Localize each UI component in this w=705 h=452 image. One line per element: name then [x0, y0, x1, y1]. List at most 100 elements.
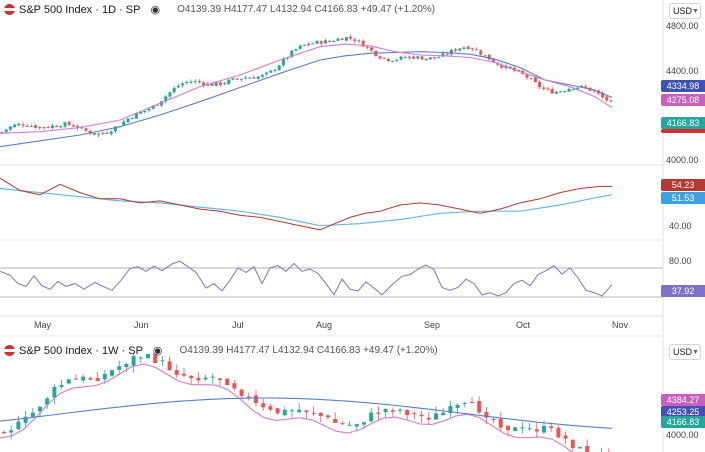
candle-body	[223, 83, 227, 85]
oscillator-blue-line	[0, 187, 613, 227]
candle-body	[17, 123, 21, 126]
candle-body	[143, 110, 147, 113]
candle-body	[479, 50, 483, 55]
candle-body	[454, 49, 458, 51]
candle-body	[239, 78, 243, 80]
candle-body	[333, 418, 338, 424]
y-tick-label: 80.00	[669, 256, 692, 266]
candle-body	[235, 78, 239, 80]
candle-body	[298, 45, 302, 49]
candle-body	[605, 96, 609, 101]
candle-body	[281, 58, 285, 66]
candle-body	[340, 423, 345, 425]
candle-body	[277, 65, 281, 71]
candle-body	[455, 404, 460, 408]
candle-body	[265, 72, 269, 75]
candle-body	[563, 91, 567, 93]
candle-body	[63, 122, 67, 127]
candle-body	[13, 124, 17, 128]
candle-body	[347, 424, 352, 426]
candle-body	[176, 85, 180, 88]
candle-body	[369, 412, 374, 422]
candle-body	[533, 77, 537, 83]
eye-icon[interactable]: ◉	[150, 4, 162, 16]
candle-body	[378, 56, 382, 59]
candle-body	[23, 416, 28, 423]
candle-body	[248, 77, 252, 79]
close-value: C4166.83	[314, 4, 358, 15]
candle-body	[290, 410, 294, 412]
candle-body	[445, 53, 449, 55]
symbol-title: S&P 500 Index · 1W · SP	[19, 344, 143, 357]
candle-body	[189, 375, 194, 379]
candle-body	[275, 408, 280, 414]
candle-body	[362, 422, 366, 425]
candle-body	[434, 413, 438, 420]
candle-body	[97, 133, 101, 135]
weekly-last-label: 4166.83	[661, 416, 705, 428]
candle-body	[517, 69, 521, 71]
candle-body	[193, 81, 197, 83]
candle-body	[174, 370, 179, 375]
candle-body	[466, 46, 470, 50]
currency-select[interactable]: USD ▼	[669, 344, 701, 360]
currency-select[interactable]: USD ▼	[669, 3, 701, 19]
indicator-controls[interactable]: ◉	[150, 3, 161, 16]
y-tick-label: 4400.00	[666, 66, 699, 76]
candle-body	[487, 54, 491, 60]
candle-body	[546, 88, 550, 90]
candle-body	[311, 413, 316, 415]
candle-body	[398, 409, 402, 411]
candle-body	[506, 425, 510, 431]
candle-body	[160, 360, 165, 362]
candle-body	[382, 57, 386, 59]
candle-body	[529, 78, 533, 80]
price-label-marker	[661, 129, 705, 133]
candle-body	[538, 81, 542, 88]
oscillator-red-line	[0, 177, 612, 231]
change-value: +49.47 (+1.20%)	[363, 345, 438, 356]
candle-body	[475, 49, 479, 51]
candle-body	[210, 376, 215, 378]
candle-body	[168, 92, 172, 97]
high-value: H4177.47	[226, 345, 270, 356]
candle-body	[357, 40, 361, 42]
candle-body	[160, 101, 164, 106]
candle-body	[458, 48, 462, 51]
candle-body	[584, 86, 588, 88]
x-tick-label: Jul	[232, 320, 244, 330]
candle-body	[254, 395, 258, 404]
candle-body	[405, 410, 410, 416]
candle-body	[66, 379, 71, 384]
weekly-ma-slow-line	[0, 397, 613, 429]
candle-body	[550, 88, 554, 94]
candle-body	[556, 427, 561, 438]
candle-body	[390, 410, 395, 412]
candle-body	[340, 38, 344, 41]
candle-body	[84, 128, 88, 131]
candle-body	[323, 40, 327, 44]
candle-body	[117, 366, 122, 370]
eye-icon[interactable]: ◉	[152, 345, 164, 357]
candle-body	[420, 56, 424, 60]
ohlc-readout: O4139.39 H4177.47 L4132.94 C4166.83 +49.…	[180, 345, 438, 356]
x-tick-label: May	[34, 320, 52, 330]
candle-body	[8, 126, 12, 130]
low-value: L4132.94	[272, 345, 315, 356]
candle-body	[146, 354, 150, 359]
chevron-down-icon: ▼	[692, 7, 699, 15]
candle-body	[109, 131, 113, 134]
change-value: +49.47 (+1.20%)	[360, 4, 436, 15]
candle-body	[575, 87, 579, 90]
candle-body	[297, 409, 302, 413]
ohlc-readout: O4139.39 H4177.47 L4132.94 C4166.83 +49.…	[177, 4, 435, 15]
weekly-candles	[2, 354, 611, 452]
candle-body	[319, 41, 323, 44]
indicator-controls[interactable]: ◉	[153, 344, 164, 357]
candle-body	[138, 357, 143, 359]
candle-body	[304, 410, 309, 413]
candle-body	[449, 49, 453, 55]
candle-body	[470, 402, 474, 404]
y-tick-label: 40.00	[669, 221, 692, 231]
